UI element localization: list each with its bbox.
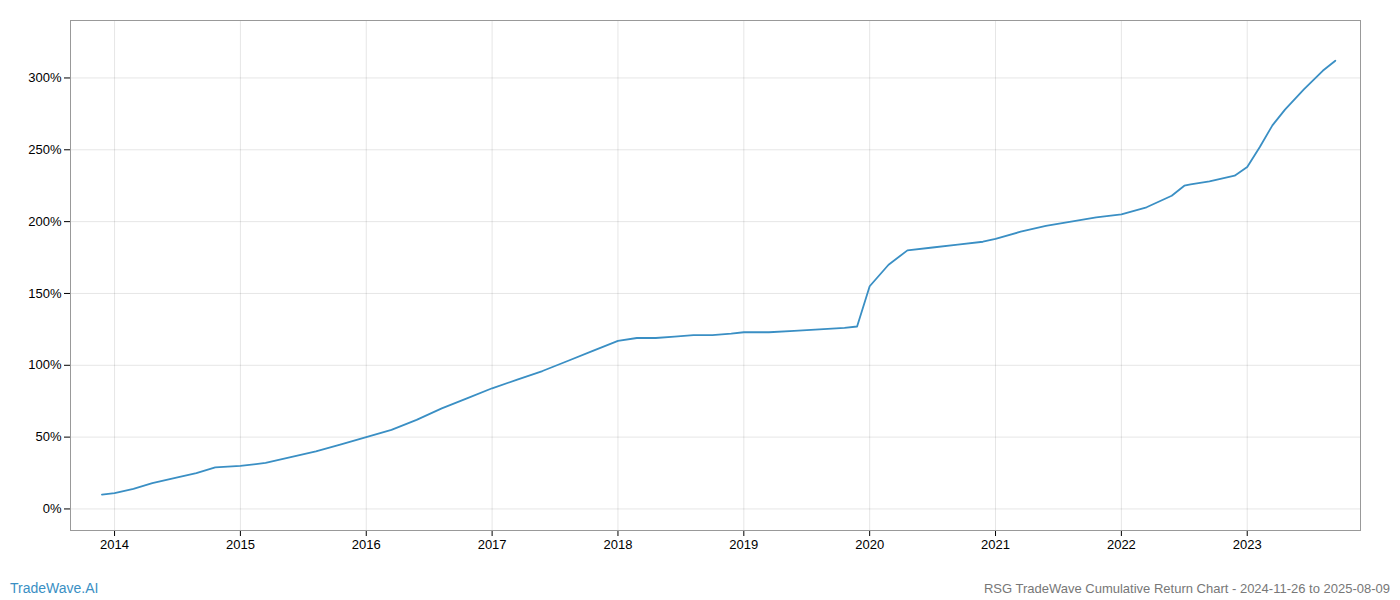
- svg-text:300%: 300%: [28, 70, 62, 85]
- svg-text:2023: 2023: [1233, 537, 1262, 552]
- svg-text:2015: 2015: [226, 537, 255, 552]
- svg-text:250%: 250%: [28, 142, 62, 157]
- svg-text:2017: 2017: [478, 537, 507, 552]
- svg-text:2016: 2016: [352, 537, 381, 552]
- svg-text:100%: 100%: [28, 357, 62, 372]
- html-text:TradeWave.AI: TradeWave.AI: [10, 580, 99, 596]
- svg-text:2020: 2020: [855, 537, 884, 552]
- svg-text:50%: 50%: [35, 429, 61, 444]
- html-text:RSG TradeWave Cumulative Retur: RSG TradeWave Cumulative Return Chart - …: [983, 581, 1390, 596]
- svg-text:200%: 200%: [28, 214, 62, 229]
- svg-text:2022: 2022: [1107, 537, 1136, 552]
- svg-text:2014: 2014: [100, 537, 129, 552]
- svg-text:2021: 2021: [981, 537, 1010, 552]
- svg-text:0%: 0%: [43, 501, 62, 516]
- svg-text:2019: 2019: [729, 537, 758, 552]
- svg-text:2018: 2018: [604, 537, 633, 552]
- svg-text:150%: 150%: [28, 286, 62, 301]
